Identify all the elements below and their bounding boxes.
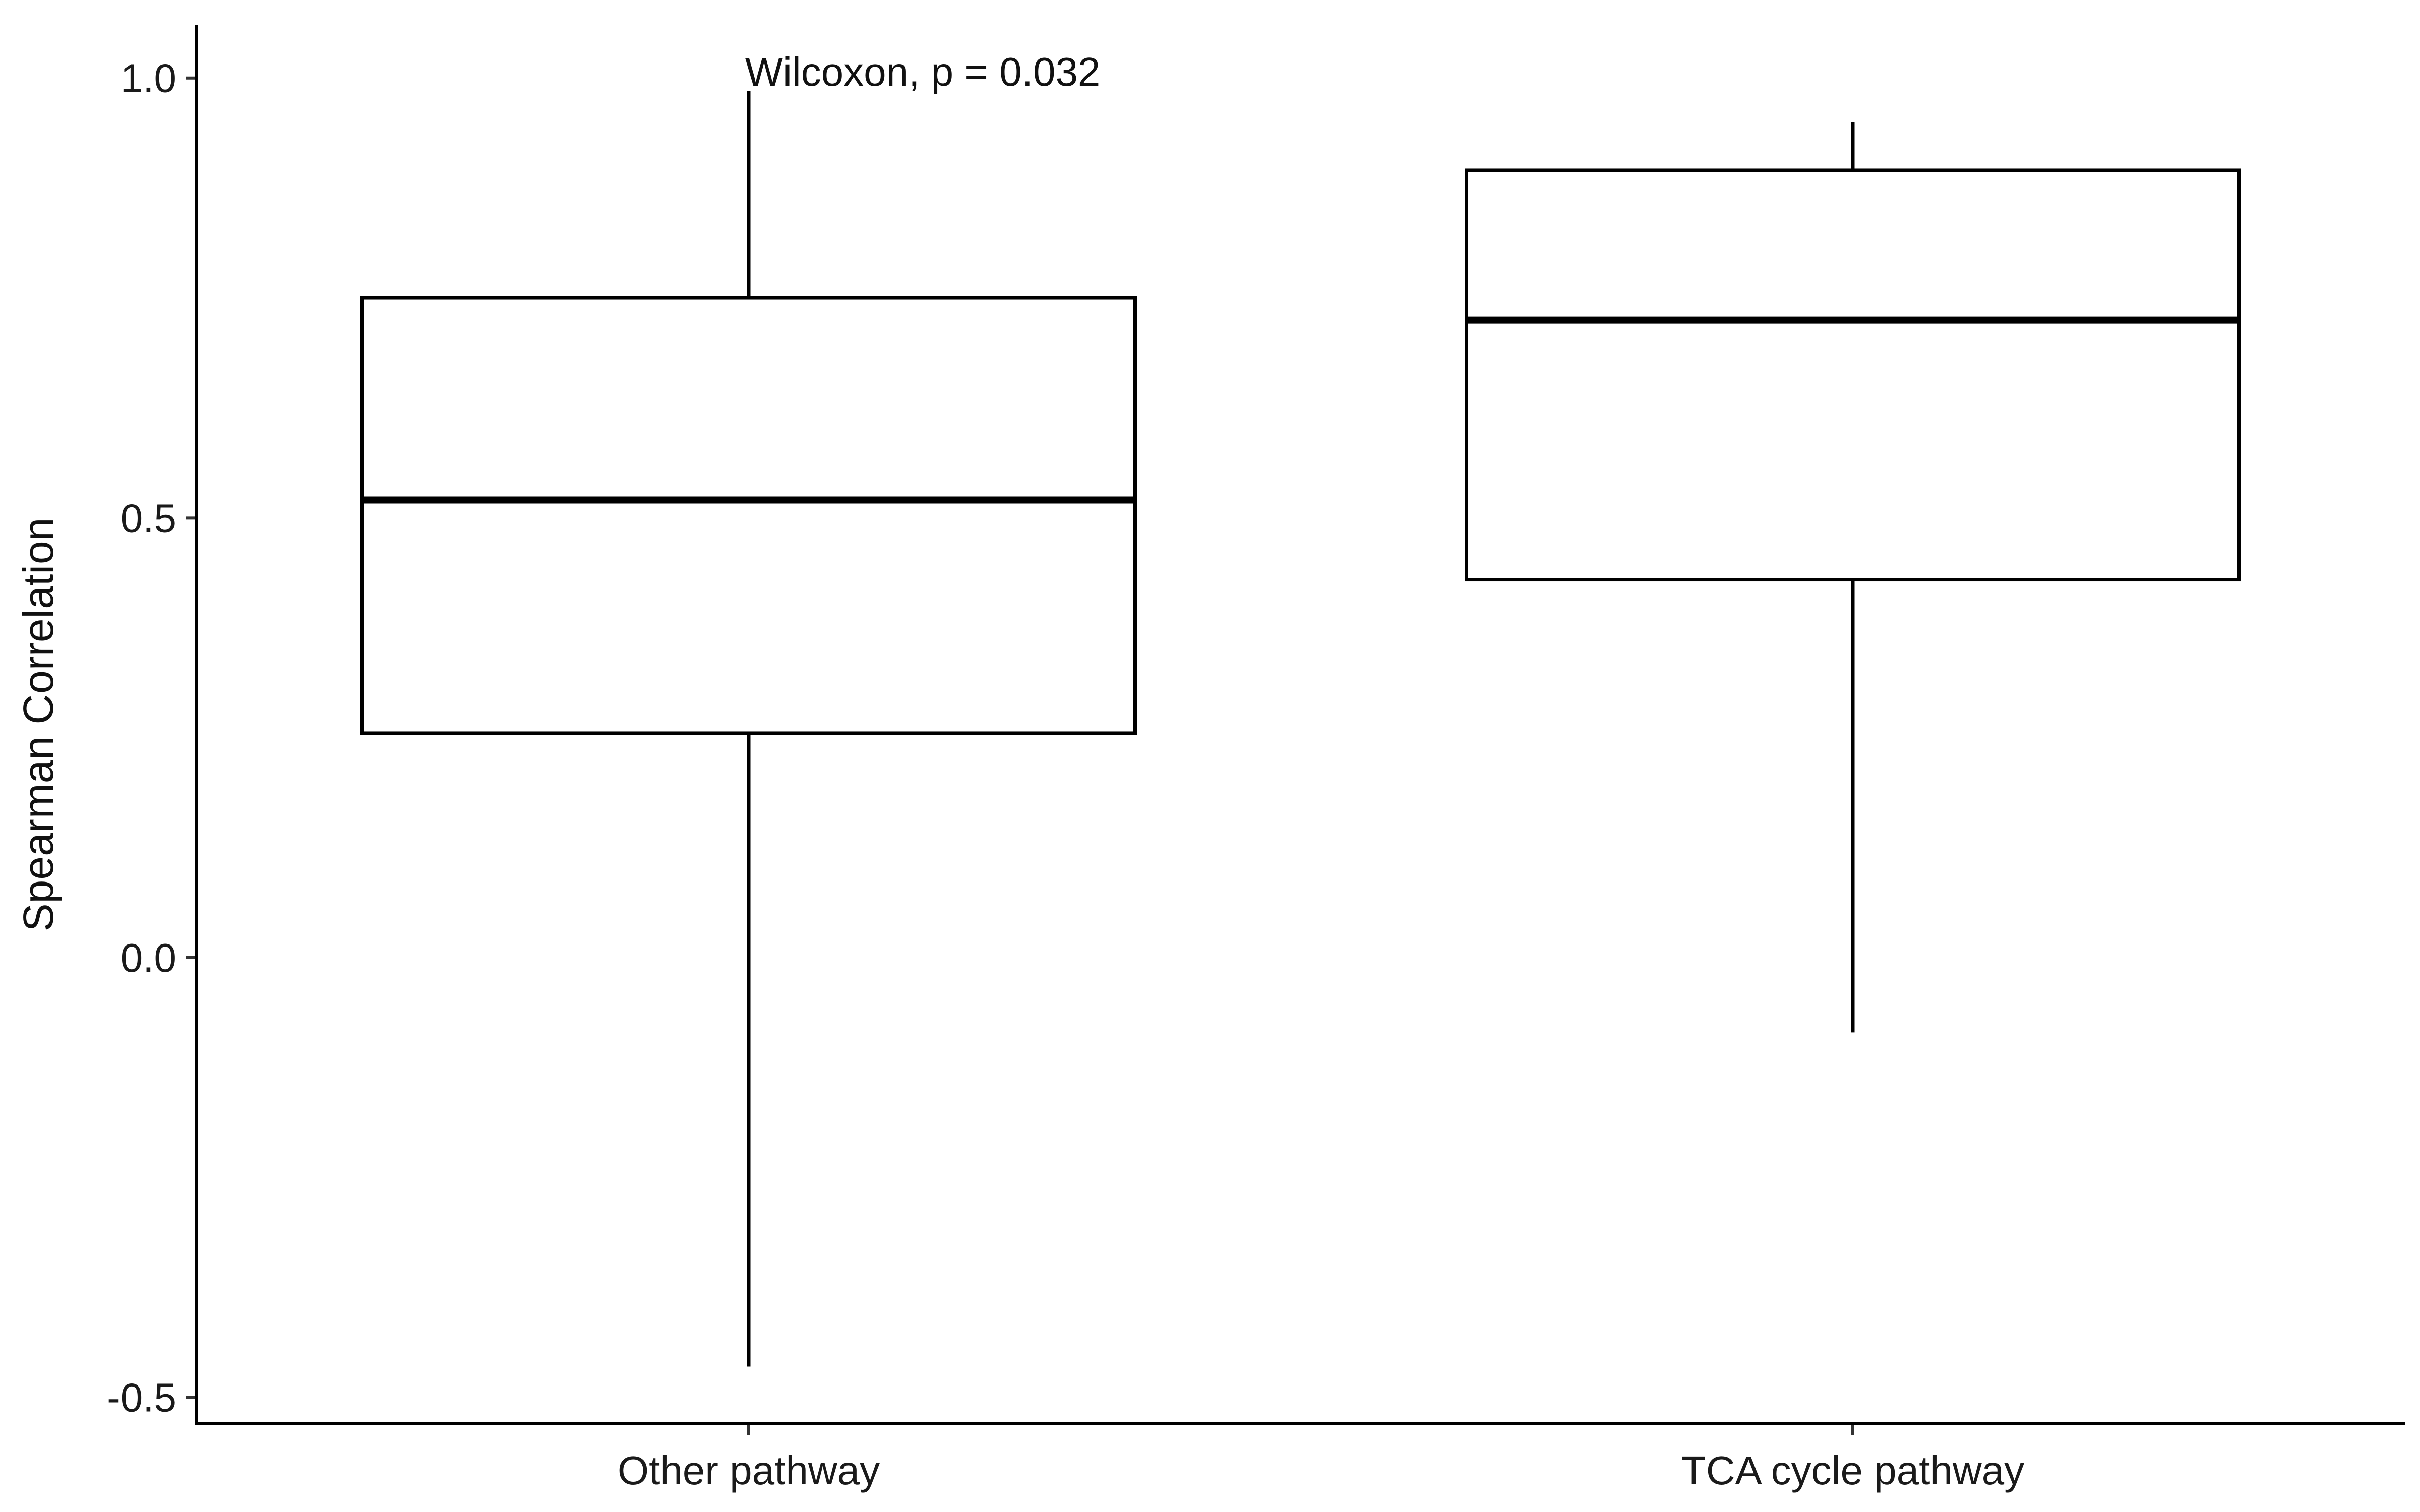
y-tick-label: 1.0: [120, 56, 176, 101]
box-2: [1465, 121, 2241, 1033]
y-axis-ticks: -0.5 0.0 0.5 1.0: [107, 56, 197, 1420]
y-tick-label: -0.5: [107, 1375, 176, 1420]
box-1: [360, 91, 1137, 1367]
x-tick-label: TCA cycle pathway: [1681, 1448, 2024, 1493]
x-tick-label: Other pathway: [618, 1448, 880, 1493]
wilcoxon-annotation: Wilcoxon, p = 0.032: [745, 49, 1101, 94]
iqr-box: [1465, 168, 2241, 582]
y-tick-label: 0.0: [120, 935, 176, 980]
y-tick-label: 0.5: [120, 495, 176, 540]
y-axis-title: Spearman Correlation: [15, 518, 62, 932]
iqr-box: [360, 296, 1137, 735]
box-group: [360, 91, 2241, 1367]
x-axis-ticks: Other pathway TCA cycle pathway: [618, 1424, 2024, 1493]
